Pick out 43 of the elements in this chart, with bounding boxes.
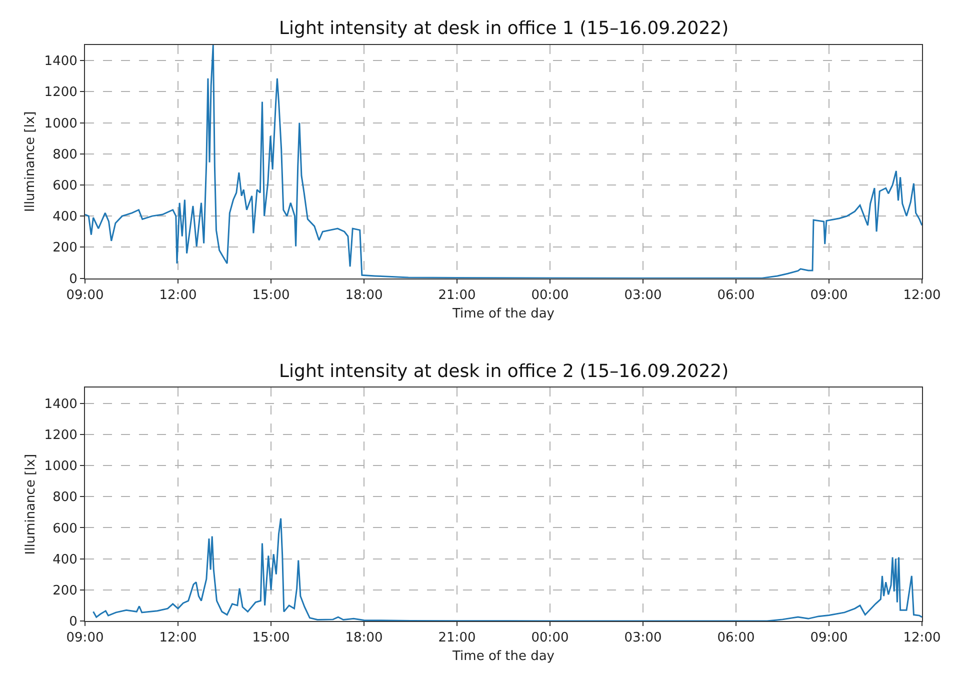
x-tick-label: 03:00 bbox=[624, 630, 662, 646]
x-tick-label: 09:00 bbox=[66, 630, 104, 646]
x-tick-label: 15:00 bbox=[252, 288, 290, 303]
y-tick-label: 0 bbox=[69, 272, 78, 287]
x-tick-label: 12:00 bbox=[903, 288, 941, 303]
x-axis-title: Time of the day bbox=[452, 649, 555, 664]
x-axis-title: Time of the day bbox=[452, 306, 555, 322]
y-tick-label: 1400 bbox=[44, 54, 78, 70]
y-tick-label: 1200 bbox=[44, 85, 78, 100]
y-tick-label: 400 bbox=[52, 552, 78, 568]
x-tick-label: 15:00 bbox=[252, 630, 290, 646]
x-tick-label: 09:00 bbox=[66, 288, 104, 303]
x-tick-label: 00:00 bbox=[531, 288, 569, 303]
y-tick-label: 800 bbox=[52, 490, 78, 506]
x-tick-label: 21:00 bbox=[438, 288, 476, 303]
x-tick-label: 12:00 bbox=[159, 630, 197, 646]
x-tick-label: 21:00 bbox=[438, 630, 476, 646]
x-tick-label: 06:00 bbox=[717, 288, 755, 303]
line-series bbox=[92, 518, 922, 621]
y-tick-label: 0 bbox=[69, 614, 78, 630]
y-axis-title: Illuminance [lx] bbox=[23, 454, 38, 555]
y-tick-label: 1200 bbox=[44, 428, 78, 443]
y-tick-label: 600 bbox=[52, 178, 78, 194]
y-tick-label: 400 bbox=[52, 210, 78, 225]
x-tick-label: 03:00 bbox=[624, 288, 662, 303]
x-tick-label: 06:00 bbox=[717, 630, 755, 646]
x-tick-label: 09:00 bbox=[810, 630, 848, 646]
y-tick-label: 1400 bbox=[44, 396, 78, 412]
x-tick-label: 00:00 bbox=[531, 630, 569, 646]
y-tick-label: 1000 bbox=[44, 116, 78, 132]
x-tick-label: 09:00 bbox=[810, 288, 848, 303]
x-tick-label: 18:00 bbox=[345, 630, 383, 646]
y-axis-title: Illuminance [lx] bbox=[23, 111, 38, 212]
chart-title: Light intensity at desk in office 1 (15–16.09.2022) bbox=[279, 18, 729, 39]
y-tick-label: 200 bbox=[52, 583, 78, 598]
y-tick-label: 800 bbox=[52, 147, 78, 162]
x-tick-label: 12:00 bbox=[159, 288, 197, 303]
x-tick-label: 18:00 bbox=[345, 288, 383, 303]
y-tick-label: 600 bbox=[52, 521, 78, 536]
x-tick-label: 12:00 bbox=[903, 630, 941, 646]
y-tick-label: 200 bbox=[52, 240, 78, 256]
chart-title: Light intensity at desk in office 2 (15–16.09.2022) bbox=[279, 361, 729, 382]
y-tick-label: 1000 bbox=[44, 459, 78, 474]
